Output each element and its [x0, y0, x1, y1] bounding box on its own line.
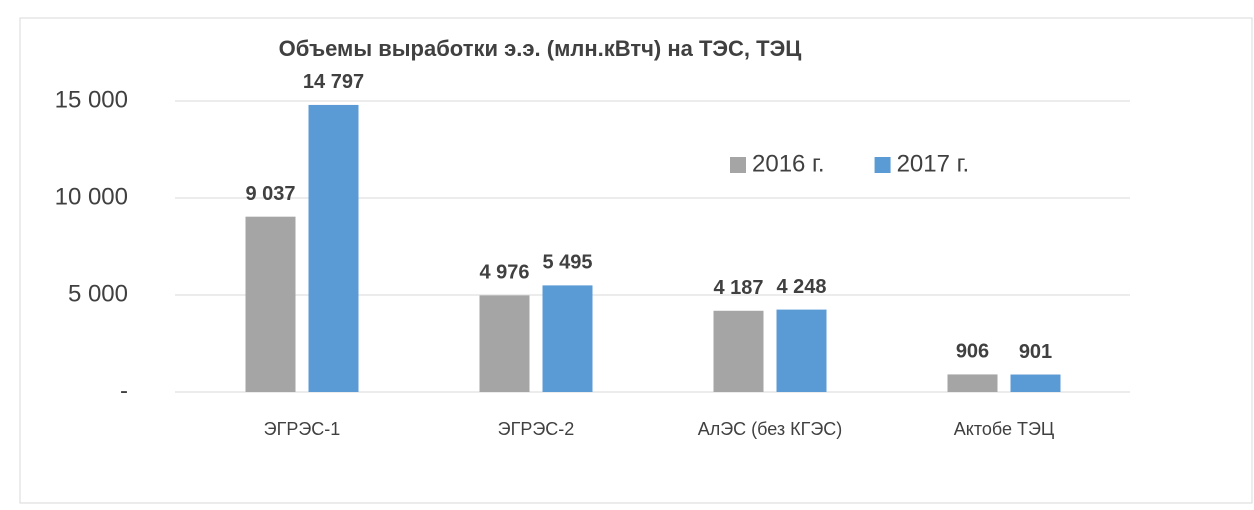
x-tick-label: ЭГРЭС-2 [498, 419, 575, 439]
y-tick-label: 5 000 [68, 280, 128, 307]
bar [776, 309, 827, 392]
bar [479, 295, 530, 392]
value-label: 9 037 [245, 183, 295, 205]
x-tick-label: АлЭС (без КГЭС) [698, 419, 843, 439]
value-label: 5 495 [542, 252, 592, 274]
y-tick-label: 15 000 [55, 86, 128, 113]
bar [713, 310, 764, 392]
legend-swatch [874, 157, 891, 173]
legend-label: 2016 г. [752, 150, 825, 177]
x-tick-label: ЭГРЭС-1 [264, 419, 341, 439]
bar [542, 285, 593, 392]
value-label: 4 976 [479, 262, 529, 284]
value-label: 4 187 [713, 277, 763, 299]
bar [947, 374, 998, 392]
y-tick-label: 10 000 [55, 183, 128, 210]
chart-frame [19, 17, 1253, 504]
bar [245, 216, 296, 392]
bar [308, 104, 359, 392]
x-tick-label: Актобе ТЭЦ [954, 419, 1055, 439]
legend-swatch [730, 157, 746, 173]
y-tick-label: - [120, 377, 128, 404]
legend-label: 2017 г. [897, 150, 970, 177]
value-label: 14 797 [303, 71, 364, 93]
bar [1010, 374, 1061, 392]
chart-title: Объемы выработки э.э. (млн.кВтч) на ТЭС,… [279, 36, 802, 61]
value-label: 906 [956, 341, 989, 363]
value-label: 4 248 [776, 276, 826, 298]
value-label: 901 [1019, 341, 1052, 363]
